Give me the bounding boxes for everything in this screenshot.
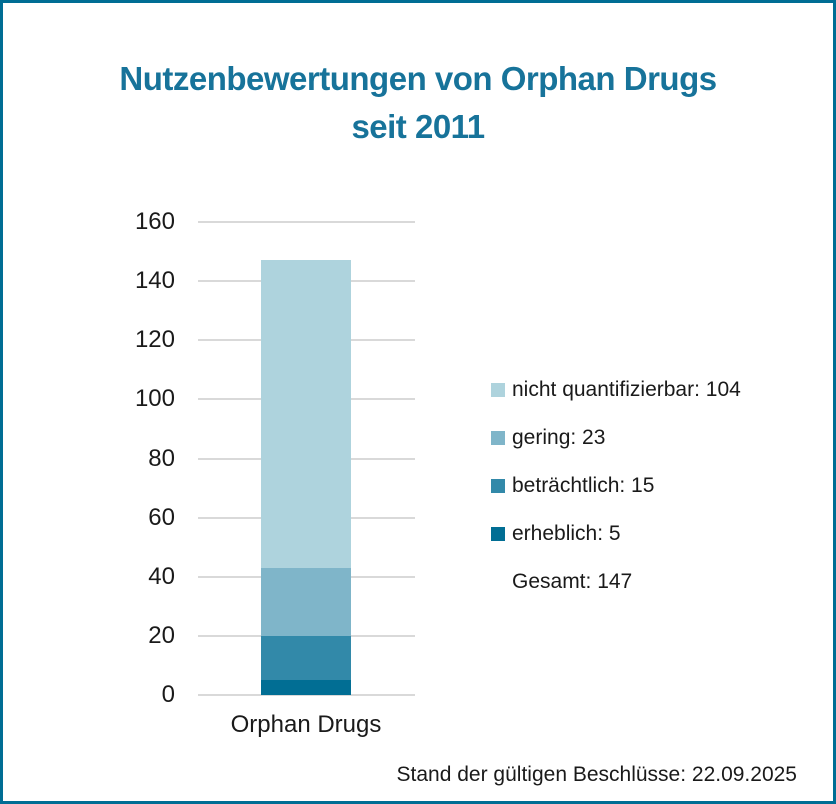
- y-tick-label: 120: [134, 326, 175, 354]
- bar-segment-betr-chtlich: [261, 635, 351, 681]
- gridline: [198, 221, 415, 223]
- y-tick-label: 140: [134, 267, 175, 295]
- legend: nicht quantifizierbar: 104 gering: 23 betr…: [491, 376, 741, 616]
- plot-area: 0 20 40 60 80 100 120 140 160 Orphan Drugs: [3, 3, 833, 801]
- y-tick-label: 40: [148, 562, 175, 590]
- legend-item: erheblich: 5: [491, 520, 741, 548]
- bar-segment-gering: [261, 567, 351, 636]
- footer-status-note: Stand der gültigen Beschlüsse: 22.09.202…: [396, 763, 797, 786]
- y-tick-label: 100: [134, 385, 175, 413]
- legend-label: Gesamt: 147: [512, 570, 633, 593]
- legend-swatch: [491, 479, 505, 493]
- y-tick-label: 20: [148, 621, 175, 649]
- legend-label: gering: 23: [512, 426, 606, 449]
- legend-label: beträchtlich: 15: [512, 474, 655, 497]
- chart-title-line1: Nutzenbewertungen von Orphan Drugs: [119, 60, 717, 97]
- legend-swatch: [491, 527, 505, 541]
- legend-item: gering: 23: [491, 424, 741, 452]
- y-tick-label: 0: [161, 681, 175, 708]
- bar-segment-erheblich: [261, 680, 351, 695]
- legend-label: nicht quantifizierbar: 104: [512, 378, 741, 401]
- chart-title: Nutzenbewertungen von Orphan Drugs seit …: [3, 55, 833, 151]
- bar-segment-nicht-quantifizierbar: [261, 260, 351, 568]
- legend-item: beträchtlich: 15: [491, 472, 741, 500]
- gridline: [198, 694, 415, 696]
- y-tick-label: 80: [148, 444, 175, 472]
- y-tick-label: 60: [148, 503, 175, 531]
- legend-item: nicht quantifizierbar: 104: [491, 376, 741, 404]
- x-axis-category-label: Orphan Drugs: [230, 711, 382, 738]
- legend-total: Gesamt: 147: [491, 568, 741, 596]
- legend-swatch: [491, 431, 505, 445]
- chart-title-line2: seit 2011: [351, 108, 485, 145]
- legend-label: erheblich: 5: [512, 522, 621, 545]
- y-tick-label: 160: [134, 208, 175, 235]
- legend-swatch: [491, 383, 505, 397]
